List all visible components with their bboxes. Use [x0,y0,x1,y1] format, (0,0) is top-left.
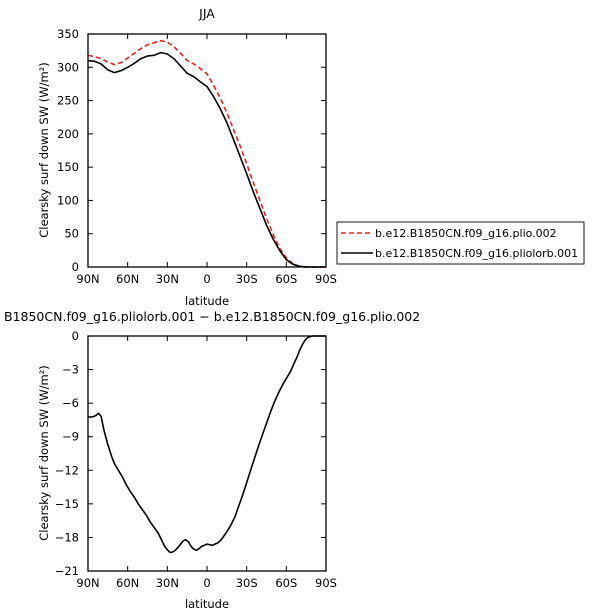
chart-top-ytick-label: 50 [64,227,79,241]
chart-top-ytick-label: 300 [57,60,79,74]
chart-top-xtick-label: 90N [76,272,99,286]
chart-top-ytick-label: 0 [72,260,79,274]
chart-top-grid-ticks: 0 50 100 150 200 250 300 350 90N 60N 30N 0 30S 60S 90S [57,27,337,286]
legend-label-pliolorb: b.e12.B1850CN.f09_g16.pliolorb.001 [375,247,578,260]
chart-top: JJA 0 50 100 150 200 250 300 350 90N 60N 30N 0 30S 60… [37,6,337,308]
chart-top-ylabel: Clearsky surf down SW (W/m²) [37,62,51,238]
chart-top-xtick-label: 0 [203,272,210,286]
chart-bottom-title: B1850CN.f09_g16.pliolorb.001 − b.e12.B18… [4,309,420,324]
chart-bottom-xlabel: latitude [185,597,229,611]
chart-top-xtick-label: 90S [315,272,337,286]
chart-top-series [87,39,326,268]
chart-top-xtick-label: 30N [156,272,179,286]
chart-top-xtick-label: 30S [236,272,258,286]
chart-bottom-xtick-label: 90N [76,576,99,590]
chart-bottom-series [87,335,326,554]
chart-bottom-ytick-label: −15 [55,497,79,511]
chart-top-xtick-label: 60S [275,272,297,286]
chart-bottom-xtick-label: 60N [116,576,139,590]
chart-bottom: B1850CN.f09_g16.pliolorb.001 − b.e12.B18… [4,309,420,611]
legend: b.e12.B1850CN.f09_g16.plio.002 b.e12.B18… [336,221,585,265]
chart-bottom-ytick-label: −21 [55,564,79,578]
chart-bottom-xtick-label: 0 [203,576,210,590]
chart-bottom-ytick-label: −12 [55,463,79,477]
chart-bottom-ylabel: Clearsky surf down SW (W/m²) [37,365,51,541]
chart-bottom-series-line-0 [87,335,326,554]
chart-top-xtick-label: 60N [116,272,139,286]
legend-label-plio: b.e12.B1850CN.f09_g16.plio.002 [375,227,557,240]
chart-top-ytick-label: 200 [57,127,79,141]
chart-top-plot-frame [87,33,327,268]
chart-top-xlabel: latitude [185,294,229,308]
chart-top-series-line-1 [87,51,326,268]
chart-bottom-ytick-label: 0 [72,329,79,343]
chart-bottom-xtick-label: 60S [275,576,297,590]
chart-top-ytick-label: 100 [57,193,79,207]
chart-top-ytick-label: 150 [57,160,79,174]
chart-bottom-ytick-label: −18 [55,530,79,544]
chart-top-title: JJA [198,6,215,21]
chart-bottom-xtick-label: 90S [315,576,337,590]
chart-bottom-xtick-label: 30S [236,576,258,590]
chart-bottom-plot-frame [87,335,327,572]
chart-top-ytick-label: 350 [57,27,79,41]
chart-bottom-xtick-label: 30N [156,576,179,590]
chart-top-ytick-label: 250 [57,94,79,108]
chart-bottom-ytick-label: −3 [62,363,79,377]
legend-box [336,221,585,265]
chart-top-series-line-0 [87,39,326,268]
chart-bottom-ytick-label: −9 [62,430,79,444]
chart-bottom-grid-ticks: −21 −18 −15 −12 −9 −6 −3 0 90N 60N 30N 0 30S 60S 90S [55,329,337,590]
chart-bottom-ytick-label: −6 [62,396,79,410]
